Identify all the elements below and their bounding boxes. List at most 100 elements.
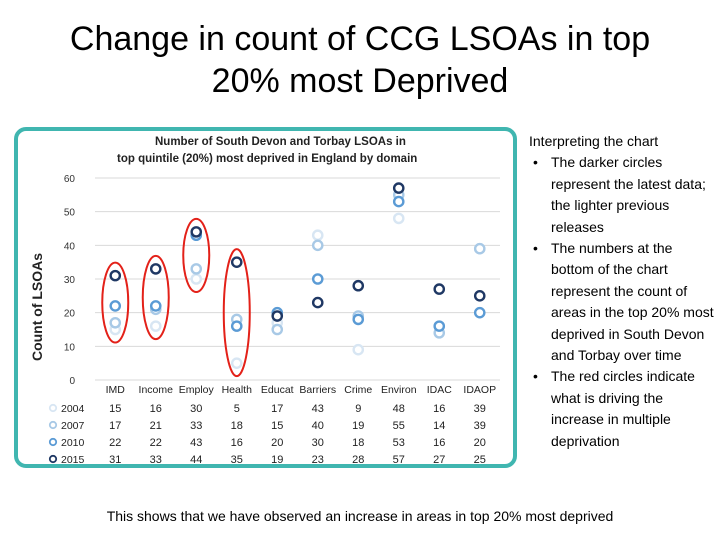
table-value: 9: [355, 403, 361, 415]
y-tick-label: 40: [64, 241, 76, 252]
table-value: 16: [150, 403, 162, 415]
notes-bullet-text: The darker circles represent the latest …: [551, 154, 706, 235]
category-label: Environ: [381, 384, 417, 396]
data-point: [271, 323, 284, 336]
table-value: 17: [109, 420, 121, 432]
table-value: 16: [433, 403, 445, 415]
chart-points: [109, 182, 486, 369]
table-value: 21: [150, 420, 162, 432]
legend-label: 2015: [61, 454, 85, 464]
data-point: [271, 310, 284, 322]
table-value: 19: [271, 454, 283, 464]
table-value: 14: [433, 420, 445, 432]
data-point: [311, 296, 324, 309]
chart-gridlines: [95, 177, 500, 381]
notes-bullet-text: The red circles indicate what is driving…: [551, 368, 695, 449]
table-value: 55: [393, 420, 405, 432]
legend-label: 2004: [61, 403, 85, 415]
chart-title-line2: top quintile (20%) most deprived in Engl…: [117, 153, 417, 165]
notes-bullet-item: • The red circles indicate what is drivin…: [529, 366, 719, 452]
table-value: 22: [109, 437, 121, 449]
table-value: 43: [190, 437, 202, 449]
data-point: [473, 306, 486, 319]
table-value: 16: [231, 437, 243, 449]
table-value: 15: [109, 403, 121, 415]
category-label: Employ: [179, 384, 215, 396]
data-point: [352, 279, 365, 292]
slide-title-line2: 20% most Deprived: [211, 62, 509, 100]
highlight-ring: [182, 217, 211, 293]
table-value: 57: [393, 454, 405, 464]
data-point: [149, 300, 162, 312]
data-point: [392, 182, 405, 194]
chart-title-line1: Number of South Devon and Torbay LSOAs i…: [155, 136, 406, 148]
category-label: IDAC: [427, 384, 453, 396]
y-tick-label: 20: [64, 309, 76, 320]
notes-list: • The darker circles represent the latest…: [529, 152, 719, 452]
category-label: IMD: [106, 384, 126, 396]
data-point: [230, 357, 243, 369]
highlight-ring: [141, 254, 170, 341]
data-point: [190, 273, 203, 285]
table-value: 22: [150, 437, 162, 449]
y-tick-label: 50: [64, 208, 76, 219]
y-tick-label: 60: [64, 174, 76, 185]
highlight-rings: [101, 217, 251, 378]
chart-axes: 0 10 20 30 40 50 60: [64, 174, 76, 387]
legend-label: 2010: [61, 437, 85, 449]
table-value: 30: [312, 437, 324, 449]
highlight-ring: [101, 261, 130, 344]
table-value: 17: [271, 403, 283, 415]
chart-frame: 0 10 20 30 40 50 60 IMD Income Employ Health Educa…: [14, 127, 517, 468]
table-value: 18: [352, 437, 364, 449]
table-value: 15: [271, 420, 283, 432]
data-point: [109, 269, 122, 282]
data-point: [149, 320, 162, 332]
table-value: 27: [433, 454, 445, 464]
interpretation-notes: Interpreting the chart • The darker circl…: [529, 131, 719, 452]
data-point: [433, 320, 446, 332]
data-point: [311, 239, 324, 252]
table-value: 33: [190, 420, 202, 432]
data-point: [109, 316, 122, 329]
table-value: 5: [234, 403, 240, 415]
table-value: 33: [150, 454, 162, 464]
category-label: Barriers: [299, 384, 336, 396]
data-point: [352, 313, 365, 326]
data-point: [392, 212, 405, 225]
bullet-icon: •: [533, 154, 538, 171]
y-tick-label: 30: [64, 275, 76, 286]
legend-label: 2007: [61, 420, 85, 432]
data-point: [230, 320, 243, 332]
notes-heading: Interpreting the chart: [529, 133, 659, 149]
table-value: 44: [190, 454, 202, 464]
data-point: [352, 343, 365, 356]
deprivation-chart: 0 10 20 30 40 50 60 IMD Income Employ Health Educa…: [29, 136, 500, 464]
bullet-icon: •: [533, 368, 538, 385]
notes-bullet-item: • The numbers at the bottom of the chart …: [529, 238, 719, 366]
data-point: [230, 256, 243, 268]
table-value: 30: [190, 403, 202, 415]
y-tick-label: 0: [69, 376, 75, 387]
table-value: 48: [393, 403, 405, 415]
data-point: [473, 242, 486, 255]
table-value: 16: [433, 437, 445, 449]
y-tick-label: 10: [64, 342, 76, 353]
table-value: 31: [109, 454, 121, 464]
table-value: 20: [474, 437, 486, 449]
data-point: [473, 290, 486, 302]
table-value: 19: [352, 420, 364, 432]
footer-note: This shows that we have observed an incr…: [106, 508, 614, 524]
notes-bullet-text: The numbers at the bottom of the chart r…: [551, 240, 714, 364]
legend-marker: [48, 454, 58, 464]
data-point: [109, 300, 122, 312]
category-label: Crime: [344, 384, 372, 396]
data-point: [149, 263, 162, 275]
table-value: 35: [231, 454, 243, 464]
table-value: 18: [231, 420, 243, 432]
legend-marker: [48, 403, 58, 413]
table-value: 53: [393, 437, 405, 449]
slide-title: Change in count of CCG LSOAs in top 20% …: [20, 18, 700, 102]
table-value: 28: [352, 454, 364, 464]
data-point: [311, 229, 324, 242]
